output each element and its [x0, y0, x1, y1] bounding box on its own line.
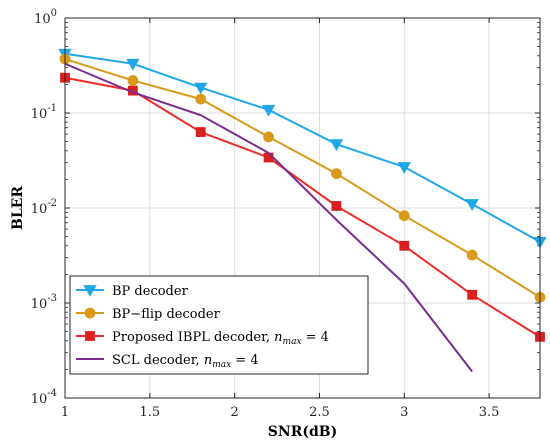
series-line	[64, 58, 541, 299]
legend-label-text: BP−flip decoder	[112, 307, 221, 322]
grid	[65, 18, 540, 398]
legend-swatch-marker	[85, 331, 95, 341]
plot-frame	[64, 17, 541, 399]
data-point	[194, 82, 208, 95]
y-tick-exponent: 0	[51, 8, 57, 19]
data-point	[263, 152, 274, 163]
series-line	[64, 62, 473, 373]
y-tick-label: 10-4	[31, 388, 57, 407]
legend-label: SCL decoder, nmax = 4	[112, 353, 259, 370]
x-tick-label: 1	[61, 405, 69, 420]
series-3	[64, 62, 473, 373]
series-layer	[58, 48, 547, 373]
data-point	[465, 199, 479, 211]
y-tick-label: 10-3	[31, 293, 57, 312]
y-axis-label: BLER	[10, 186, 26, 230]
legend-label-text: BP decoder	[112, 284, 189, 299]
data-point	[466, 249, 478, 261]
data-point	[126, 58, 140, 71]
legend-swatch-marker	[83, 285, 97, 297]
y-tick-base: 10	[31, 392, 48, 407]
legend-item: SCL decoder, nmax = 4	[76, 353, 259, 370]
legend-label: Proposed IBPL decoder, nmax = 4	[112, 330, 329, 347]
legend-item: BP−flip decoder	[76, 307, 221, 322]
y-tick-exponent: -4	[47, 388, 57, 399]
y-tick-base: 10	[31, 202, 48, 217]
legend: BP decoder BP−flip decoder Proposed IBPL d…	[69, 275, 369, 375]
x-tick-label: 3	[400, 405, 408, 420]
legend-label: BP decoder	[112, 284, 189, 299]
data-point	[331, 201, 342, 211]
series-0	[58, 48, 547, 249]
series-line	[64, 52, 541, 243]
data-point	[399, 240, 410, 251]
data-point	[329, 139, 344, 151]
x-tick-label: 2	[231, 405, 239, 420]
legend-item: BP decoder	[76, 284, 189, 299]
legend-label-math: n	[204, 353, 212, 368]
x-tick-label: 3.5	[479, 405, 500, 420]
data-point	[397, 162, 411, 174]
x-tick-label: 2.5	[309, 405, 330, 420]
legend-label-math: n	[274, 330, 282, 345]
data-point	[467, 289, 478, 300]
data-point	[195, 127, 206, 137]
data-point	[398, 210, 410, 222]
y-tick-exponent: -3	[47, 293, 57, 304]
legend-label-tail: = 4	[302, 330, 329, 345]
y-tick-exponent: -1	[47, 103, 57, 114]
legend-label-text: SCL decoder,	[112, 353, 204, 368]
y-tick-label: 100	[34, 8, 57, 27]
legend-label-text: Proposed IBPL decoder,	[112, 330, 274, 345]
legend-box	[69, 275, 369, 375]
legend-label-subscript: max	[283, 337, 302, 347]
data-point	[331, 168, 342, 180]
data-point	[127, 75, 139, 86]
y-tick-exponent: -2	[47, 198, 57, 209]
x-tick-label: 1.5	[139, 405, 160, 420]
y-tick-label: 10-1	[31, 103, 57, 122]
series-line	[64, 76, 541, 338]
legend-label-tail: = 4	[231, 353, 258, 368]
y-tick-base: 10	[34, 12, 51, 27]
legend-label-subscript: max	[212, 360, 231, 370]
legend-item: Proposed IBPL decoder, nmax = 4	[76, 330, 329, 347]
y-tick-base: 10	[31, 107, 48, 122]
data-point	[263, 131, 274, 143]
y-tick-label: 10-2	[31, 198, 57, 217]
legend-swatch-marker	[84, 307, 96, 319]
data-point	[195, 93, 207, 105]
y-tick-base: 10	[31, 297, 48, 312]
data-point	[261, 104, 276, 117]
series-1	[59, 53, 546, 303]
x-axis-label: SNR(dB)	[268, 424, 337, 440]
legend-label: BP−flip decoder	[112, 307, 221, 322]
x-ticks: 1 1.5 2 2.5 3 3.5	[61, 18, 500, 420]
